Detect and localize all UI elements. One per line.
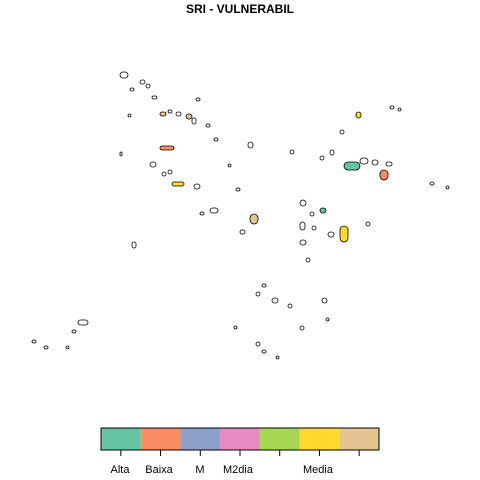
map-region — [209, 207, 219, 214]
map-region — [175, 111, 182, 117]
map-region — [65, 345, 70, 350]
map-region — [151, 95, 158, 100]
map-region — [271, 297, 279, 304]
map-region — [191, 117, 197, 125]
map-region — [119, 71, 129, 79]
map-title: SRI - VULNERABIL — [186, 2, 294, 16]
map-region — [389, 105, 395, 110]
map-region — [249, 213, 259, 225]
map-region — [329, 149, 335, 156]
map-region — [227, 163, 232, 168]
legend-swatch-baixa — [140, 428, 181, 450]
map-region — [195, 97, 201, 102]
map-region — [167, 109, 173, 114]
map-region — [235, 187, 241, 192]
legend-swatch-green — [259, 428, 300, 450]
map-region — [311, 225, 317, 231]
legend-label-alta: Alta — [110, 464, 130, 476]
map-region — [365, 221, 371, 227]
map-region — [71, 329, 77, 334]
map-region — [305, 257, 311, 263]
legend-swatch-media — [299, 428, 340, 450]
map-region — [119, 151, 123, 157]
map-region — [319, 155, 325, 161]
map-region — [159, 111, 167, 117]
map-region — [171, 181, 185, 187]
map-region — [145, 83, 151, 89]
map-region — [321, 297, 328, 304]
legend-border — [100, 427, 380, 451]
legend-label-m2dia: M2dia — [223, 464, 253, 476]
map-region — [149, 161, 157, 168]
map-region — [261, 283, 267, 288]
map-region — [325, 317, 330, 322]
map-region — [185, 113, 193, 120]
map-region — [299, 199, 307, 207]
map-region — [275, 355, 280, 360]
map-region — [129, 87, 135, 92]
map-region — [397, 107, 402, 112]
map-region — [355, 111, 362, 119]
legend-swatch-tan — [339, 428, 379, 450]
map-region — [247, 141, 254, 149]
map-region — [161, 171, 167, 177]
map-region — [239, 229, 246, 235]
map-region — [371, 159, 379, 166]
legend-swatch-m2dia — [220, 428, 260, 450]
map-region — [261, 349, 267, 354]
map-region — [43, 345, 49, 350]
map-region — [339, 129, 345, 135]
map-region — [309, 211, 315, 217]
map-region — [299, 221, 306, 231]
map-region — [299, 239, 307, 246]
map-region — [77, 319, 89, 326]
map-region — [287, 303, 293, 309]
map-region — [445, 185, 450, 190]
map-region — [139, 79, 146, 85]
map-region — [255, 291, 261, 297]
map-region — [359, 157, 369, 165]
map-region — [327, 231, 335, 238]
map-region — [319, 207, 327, 214]
map-region — [131, 241, 137, 249]
map-region — [289, 149, 295, 155]
legend-label-m: M — [195, 464, 205, 476]
legend-swatch-alta — [101, 428, 141, 450]
legend-color-bar — [100, 427, 380, 456]
map-region — [199, 211, 205, 216]
map-region — [339, 225, 349, 243]
map-region — [255, 341, 261, 347]
map-region — [159, 145, 175, 151]
map-region — [299, 325, 305, 331]
map-region — [127, 113, 132, 118]
map-region — [233, 325, 238, 330]
map-region — [193, 183, 201, 190]
map-region — [31, 339, 37, 344]
map-polygons — [31, 71, 450, 360]
map-region — [379, 169, 389, 181]
map-region — [429, 181, 435, 186]
map-region — [213, 137, 219, 142]
legend-label-baixa: Baixa — [145, 464, 173, 476]
map-region — [343, 161, 361, 171]
legend-swatch-m — [180, 428, 221, 450]
map-region — [385, 161, 393, 167]
legend-label-media: Media — [303, 464, 333, 476]
map-region — [167, 169, 173, 175]
map-region — [205, 123, 211, 128]
